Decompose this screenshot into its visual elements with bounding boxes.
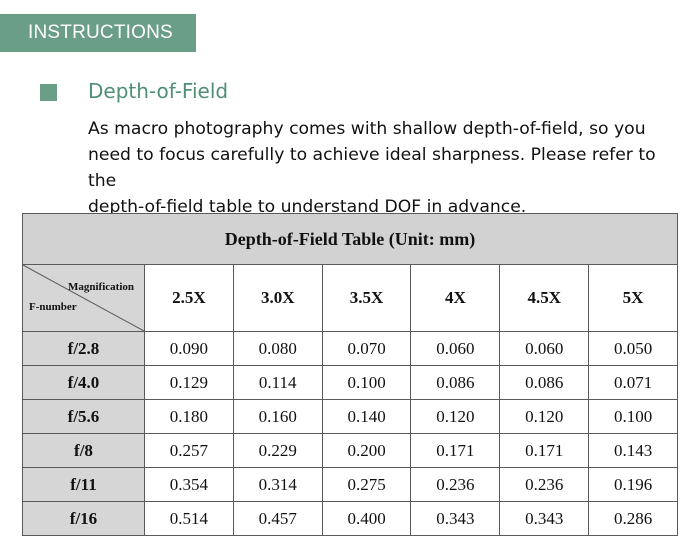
table-row: f/16 0.514 0.457 0.400 0.343 0.343 0.286 <box>22 501 678 536</box>
table-row: f/2.8 0.090 0.080 0.070 0.060 0.060 0.05… <box>22 331 678 366</box>
table-cell: 0.060 <box>410 331 501 366</box>
table-cell: 0.120 <box>410 399 501 434</box>
table-cell: 0.229 <box>232 433 323 468</box>
diagonal-divider <box>23 265 144 331</box>
square-bullet-icon <box>40 84 57 101</box>
body-paragraph: As macro photography comes with shallow … <box>88 116 688 220</box>
dof-table: Depth-of-Field Table (Unit: mm) Magnific… <box>22 213 678 536</box>
table-cell: 0.257 <box>144 433 234 468</box>
table-cell: 0.200 <box>321 433 412 468</box>
table-cell: 0.354 <box>144 467 234 502</box>
table-cell: 0.180 <box>144 399 234 434</box>
table-cell: 0.080 <box>232 331 323 366</box>
table-cell: 0.236 <box>410 467 501 502</box>
row-label: f/4.0 <box>22 365 145 400</box>
column-header: 2.5X <box>144 264 234 332</box>
table-cell: 0.071 <box>588 365 678 400</box>
table-cell: 0.171 <box>410 433 501 468</box>
table-cell: 0.090 <box>144 331 234 366</box>
column-header: 4X <box>410 264 501 332</box>
table-cell: 0.196 <box>588 467 678 502</box>
table-cell: 0.140 <box>321 399 412 434</box>
table-cell: 0.171 <box>499 433 590 468</box>
table-cell: 0.343 <box>410 501 501 536</box>
table-cell: 0.070 <box>321 331 412 366</box>
table-cell: 0.236 <box>499 467 590 502</box>
table-cell: 0.457 <box>232 501 323 536</box>
row-label: f/2.8 <box>22 331 145 366</box>
table-title: Depth-of-Field Table (Unit: mm) <box>22 213 678 265</box>
f-number-label: F-number <box>29 301 77 313</box>
section-tab: INSTRUCTIONS <box>0 14 196 52</box>
table-cell: 0.400 <box>321 501 412 536</box>
table-cell: 0.514 <box>144 501 234 536</box>
body-line: need to focus carefully to achieve ideal… <box>88 145 656 191</box>
table-cell: 0.086 <box>499 365 590 400</box>
table-row: f/11 0.354 0.314 0.275 0.236 0.236 0.196 <box>22 467 678 502</box>
column-header: 3.0X <box>232 264 323 332</box>
column-header: 4.5X <box>499 264 590 332</box>
body-line: As macro photography comes with shallow … <box>88 119 646 139</box>
corner-header-cell: Magnification F-number <box>22 264 145 332</box>
table-row: f/4.0 0.129 0.114 0.100 0.086 0.086 0.07… <box>22 365 678 400</box>
row-label: f/5.6 <box>22 399 145 434</box>
column-header: 3.5X <box>321 264 412 332</box>
table-cell: 0.120 <box>499 399 590 434</box>
table-cell: 0.100 <box>321 365 412 400</box>
table-cell: 0.129 <box>144 365 234 400</box>
table-cell: 0.100 <box>588 399 678 434</box>
table-cell: 0.314 <box>232 467 323 502</box>
body-line: depth-of-field table to understand DOF i… <box>88 197 527 217</box>
table-row: f/8 0.257 0.229 0.200 0.171 0.171 0.143 <box>22 433 678 468</box>
table-row: f/5.6 0.180 0.160 0.140 0.120 0.120 0.10… <box>22 399 678 434</box>
table-cell: 0.060 <box>499 331 590 366</box>
magnification-label: Magnification <box>68 281 134 293</box>
table-cell: 0.086 <box>410 365 501 400</box>
table-cell: 0.050 <box>588 331 678 366</box>
table-cell: 0.114 <box>232 365 323 400</box>
table-cell: 0.143 <box>588 433 678 468</box>
table-cell: 0.343 <box>499 501 590 536</box>
column-header: 5X <box>588 264 678 332</box>
table-cell: 0.275 <box>321 467 412 502</box>
table-cell: 0.160 <box>232 399 323 434</box>
section-heading: Depth-of-Field <box>88 79 229 103</box>
row-label: f/8 <box>22 433 145 468</box>
row-label: f/16 <box>22 501 145 536</box>
row-label: f/11 <box>22 467 145 502</box>
table-cell: 0.286 <box>588 501 678 536</box>
